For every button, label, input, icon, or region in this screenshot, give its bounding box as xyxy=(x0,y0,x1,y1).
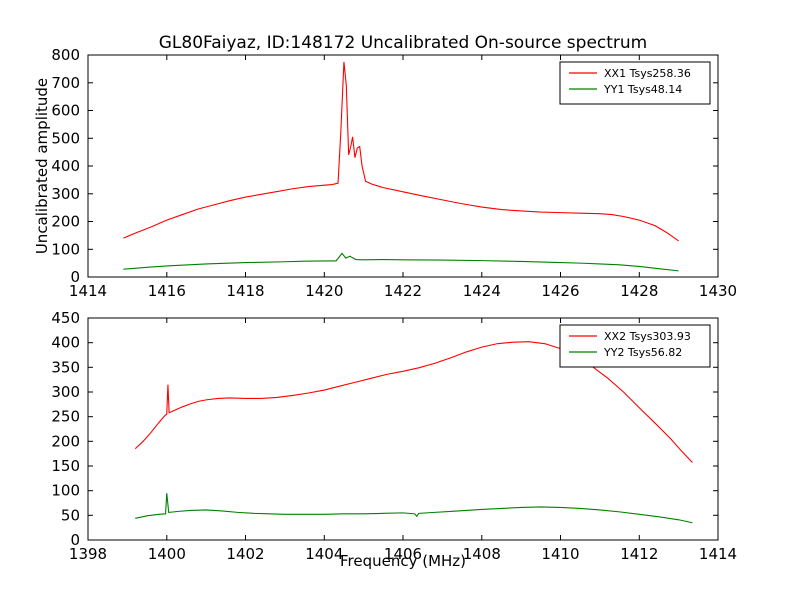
x-tick-label: 1430 xyxy=(699,282,737,300)
x-tick-label: 1412 xyxy=(620,545,658,563)
x-tick-label: 1420 xyxy=(305,282,343,300)
legend-box xyxy=(559,61,711,105)
series-line-yy2 xyxy=(135,493,693,524)
x-tick-label: 1408 xyxy=(463,545,501,563)
x-axis-label: Frequency (MHz) xyxy=(339,552,467,570)
y-tick-label: 150 xyxy=(51,457,80,475)
legend-box xyxy=(559,324,711,368)
x-tick-label: 1410 xyxy=(541,545,579,563)
x-tick-label: 1426 xyxy=(541,282,579,300)
y-tick-label: 0 xyxy=(70,268,80,286)
y-tick-label: 700 xyxy=(51,74,80,92)
x-tick-label: 1404 xyxy=(305,545,343,563)
chart-title: GL80Faiyaz, ID:148172 Uncalibrated On-so… xyxy=(158,33,648,53)
y-tick-label: 0 xyxy=(70,531,80,549)
subplot-1: 1414 1416 1418 1420 1422 1424 1426 1428 1430 0 100… xyxy=(51,46,737,300)
y-tick-label: 800 xyxy=(51,46,80,64)
x-tick-label: 1414 xyxy=(69,282,107,300)
x-tick-label: 1418 xyxy=(226,282,264,300)
series-line-yy1 xyxy=(123,252,679,272)
x-tick-label: 1402 xyxy=(226,545,264,563)
y-tick-label: 100 xyxy=(51,240,80,258)
y-tick-label: 450 xyxy=(51,309,80,327)
x-tick-label: 1424 xyxy=(463,282,501,300)
x-tick-label: 1414 xyxy=(699,545,737,563)
y-tick-label: 300 xyxy=(51,185,80,203)
y-axis-label: Uncalibrated amplitude xyxy=(33,77,51,255)
y-tick-label: 300 xyxy=(51,383,80,401)
legend-label: YY2 Tsys56.82 xyxy=(603,346,682,359)
series-line-xx1 xyxy=(123,61,679,242)
x-tick-label: 1422 xyxy=(384,282,422,300)
y-tick-label: 200 xyxy=(51,432,80,450)
y-tick-label: 400 xyxy=(51,157,80,175)
y-tick-label: 200 xyxy=(51,213,80,231)
y-tick-label: 250 xyxy=(51,408,80,426)
y-tick-label: 100 xyxy=(51,482,80,500)
x-tick-label: 1428 xyxy=(620,282,658,300)
y-tick-label: 500 xyxy=(51,129,80,147)
legend-label: XX2 Tsys303.93 xyxy=(604,330,691,343)
x-tick-label: 1416 xyxy=(148,282,186,300)
x-tick-label: 1406 xyxy=(384,545,422,563)
subplot-2: 1398 1400 1402 1404 1406 1408 1410 1412 1414 0 50 1… xyxy=(51,309,737,563)
legend-label: YY1 Tsys48.14 xyxy=(603,83,682,96)
y-tick-label: 600 xyxy=(51,102,80,120)
y-tick-label: 400 xyxy=(51,334,80,352)
x-tick-label: 1398 xyxy=(69,545,107,563)
legend-label: XX1 Tsys258.36 xyxy=(604,67,691,80)
y-tick-label: 350 xyxy=(51,358,80,376)
x-tick-label: 1400 xyxy=(148,545,186,563)
y-tick-label: 50 xyxy=(61,506,80,524)
